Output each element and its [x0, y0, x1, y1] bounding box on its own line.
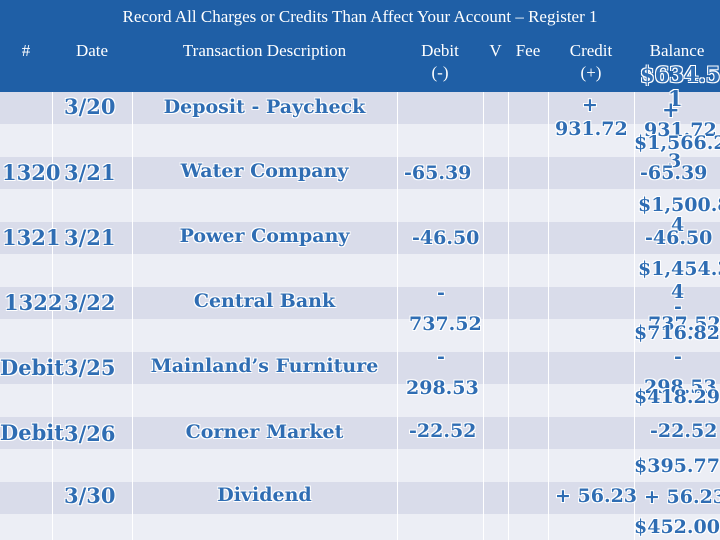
row-band: [0, 352, 720, 384]
header-fee: Fee: [515, 41, 541, 60]
row-debit-sign: -: [437, 346, 445, 368]
column-divider: [483, 92, 484, 540]
row-balance-sign: -: [674, 346, 682, 368]
row-balance-change: + 56.23: [644, 486, 720, 508]
row-date: 3/26: [64, 421, 116, 446]
row-band: [0, 417, 720, 449]
row-number: Debit: [0, 355, 64, 380]
row-balance-change: -65.39: [640, 162, 708, 184]
header-number: #: [21, 41, 31, 60]
row-date: 3/21: [64, 160, 116, 185]
column-divider: [397, 92, 398, 540]
row-description: Dividend: [217, 484, 312, 506]
row-description: Corner Market: [185, 421, 344, 443]
row-band: [0, 287, 720, 319]
row-balance-change: 298.53: [644, 376, 717, 398]
row-band: [0, 222, 720, 254]
row-balance-sign: +: [662, 97, 680, 122]
row-band: [0, 319, 720, 352]
row-date: 3/22: [64, 290, 116, 315]
register-grid: [0, 92, 720, 540]
row-balance-note: 1: [668, 86, 683, 111]
row-balance-note: 4: [671, 214, 685, 236]
header-credit-label: Credit: [569, 41, 613, 60]
row-number: 1322: [4, 290, 63, 315]
row-description: Water Company: [180, 160, 349, 182]
header-description: Transaction Description: [182, 41, 347, 60]
column-divider: [508, 92, 509, 540]
row-description: Mainland’s Furniture: [150, 355, 379, 377]
row-balance-total: $418.29: [634, 386, 720, 408]
row-number: 1321: [2, 225, 61, 250]
row-debit: -22.52: [409, 420, 477, 442]
row-balance-sign: -: [674, 296, 682, 318]
row-balance-total: $716.82: [634, 322, 720, 344]
row-balance-total: $452.00: [634, 516, 720, 538]
row-date: 3/21: [64, 225, 116, 250]
column-divider: [132, 92, 133, 540]
column-divider: [634, 92, 635, 540]
column-divider: [548, 92, 549, 540]
row-band: [0, 514, 720, 540]
row-band: [0, 482, 720, 514]
header-debit-label: Debit: [421, 41, 459, 60]
row-balance-change: 931.72: [644, 119, 717, 141]
column-divider: [52, 92, 53, 540]
header-check: V: [489, 41, 502, 60]
row-debit: -46.50: [412, 227, 480, 249]
row-band: [0, 254, 720, 287]
row-balance-total: $1,454.3: [638, 258, 720, 280]
header-balance: Balance: [649, 41, 705, 60]
row-description: Central Bank: [193, 290, 336, 312]
row-balance-change: 737.52: [648, 313, 720, 335]
header-debit: Debit (-): [397, 40, 483, 84]
row-band: [0, 157, 720, 189]
row-balance-change: -46.50: [645, 227, 713, 249]
row-balance-total: $395.77: [634, 455, 720, 477]
row-band: [0, 92, 720, 124]
row-date: 3/20: [64, 94, 116, 119]
header-date: Date: [75, 41, 109, 60]
row-credit-sign: +: [582, 94, 598, 116]
header-debit-sign: (-): [431, 63, 449, 82]
row-balance-note: 3: [668, 150, 682, 172]
row-date: 3/30: [64, 483, 116, 508]
header-credit: Credit (+): [548, 40, 634, 84]
register-title: Record All Charges or Credits Than Affec…: [122, 7, 598, 26]
row-balance-total: $1,566.2: [634, 132, 720, 154]
row-debit-amount: 737.52: [409, 313, 482, 335]
row-balance-note: 4: [671, 281, 685, 303]
row-debit-sign: -: [437, 282, 445, 304]
register-title-bar: Record All Charges or Credits Than Affec…: [0, 0, 720, 34]
row-debit: -65.39: [404, 162, 472, 184]
row-balance-total: $1,500.8: [638, 194, 720, 216]
row-debit-amount: 298.53: [406, 377, 479, 399]
row-description: Power Company: [179, 225, 350, 247]
row-band: [0, 189, 720, 222]
row-band: [0, 124, 720, 157]
starting-balance: $634.5: [640, 62, 720, 87]
header-credit-sign: (+): [580, 63, 602, 82]
row-number: 1320: [2, 160, 61, 185]
row-credit-amount: + 56.23: [555, 485, 638, 507]
column-header-row: # Date Transaction Description Debit (-)…: [0, 34, 720, 92]
row-description: Deposit - Paycheck: [163, 96, 366, 118]
row-credit-amount: 931.72: [555, 118, 628, 140]
row-date: 3/25: [64, 355, 116, 380]
row-band: [0, 384, 720, 417]
row-number: Debit: [0, 420, 64, 445]
row-balance-change: -22.52: [650, 420, 718, 442]
row-band: [0, 449, 720, 482]
